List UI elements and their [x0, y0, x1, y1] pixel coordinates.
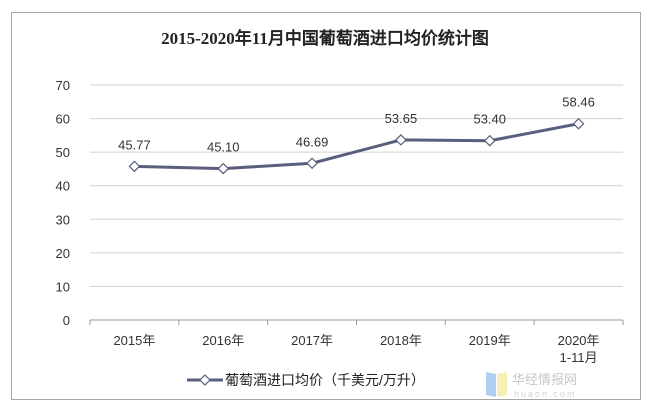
data-point	[483, 134, 496, 147]
x-tick-label: 2017年	[291, 333, 333, 348]
data-point	[128, 160, 141, 173]
y-tick-label: 40	[56, 179, 70, 194]
watermark-logo: 华经情报网 huaon.com	[486, 369, 636, 404]
y-tick-label: 30	[56, 212, 70, 227]
y-tick-label: 70	[56, 78, 70, 93]
data-point	[306, 157, 318, 170]
data-label: 53.40	[473, 112, 506, 127]
data-label: 45.10	[207, 140, 240, 155]
legend-label: 葡萄酒进口均价（千美元/万升）	[225, 372, 425, 388]
y-tick-label: 50	[56, 145, 70, 160]
chart-title: 2015-2020年11月中国葡萄酒进口均价统计图	[161, 29, 489, 48]
legend-marker-icon	[187, 374, 223, 386]
y-tick-label: 0	[63, 313, 70, 328]
y-tick-label: 10	[56, 279, 70, 294]
x-tick-label: 2020年	[558, 333, 600, 348]
data-label: 58.46	[562, 95, 595, 110]
data-label: 46.69	[296, 134, 329, 149]
x-tick-label: 1-11月	[560, 350, 598, 365]
data-point	[217, 162, 230, 175]
data-label: 45.77	[118, 137, 151, 152]
x-tick-label: 2019年	[469, 333, 511, 348]
chart-frame	[11, 12, 641, 400]
data-point	[395, 134, 407, 146]
svg-text:huaon.com: huaon.com	[514, 389, 577, 399]
data-point	[572, 117, 585, 130]
x-tick-label: 2016年	[202, 333, 244, 348]
x-tick-label: 2015年	[113, 333, 155, 348]
y-tick-label: 60	[56, 112, 70, 127]
legend: 葡萄酒进口均价（千美元/万升）	[185, 370, 425, 390]
series-line	[134, 122, 579, 171]
x-tick-label: 2018年	[380, 333, 422, 348]
y-tick-label: 20	[56, 246, 70, 261]
data-label: 53.65	[385, 111, 418, 126]
svg-text:华经情报网: 华经情报网	[512, 372, 577, 387]
